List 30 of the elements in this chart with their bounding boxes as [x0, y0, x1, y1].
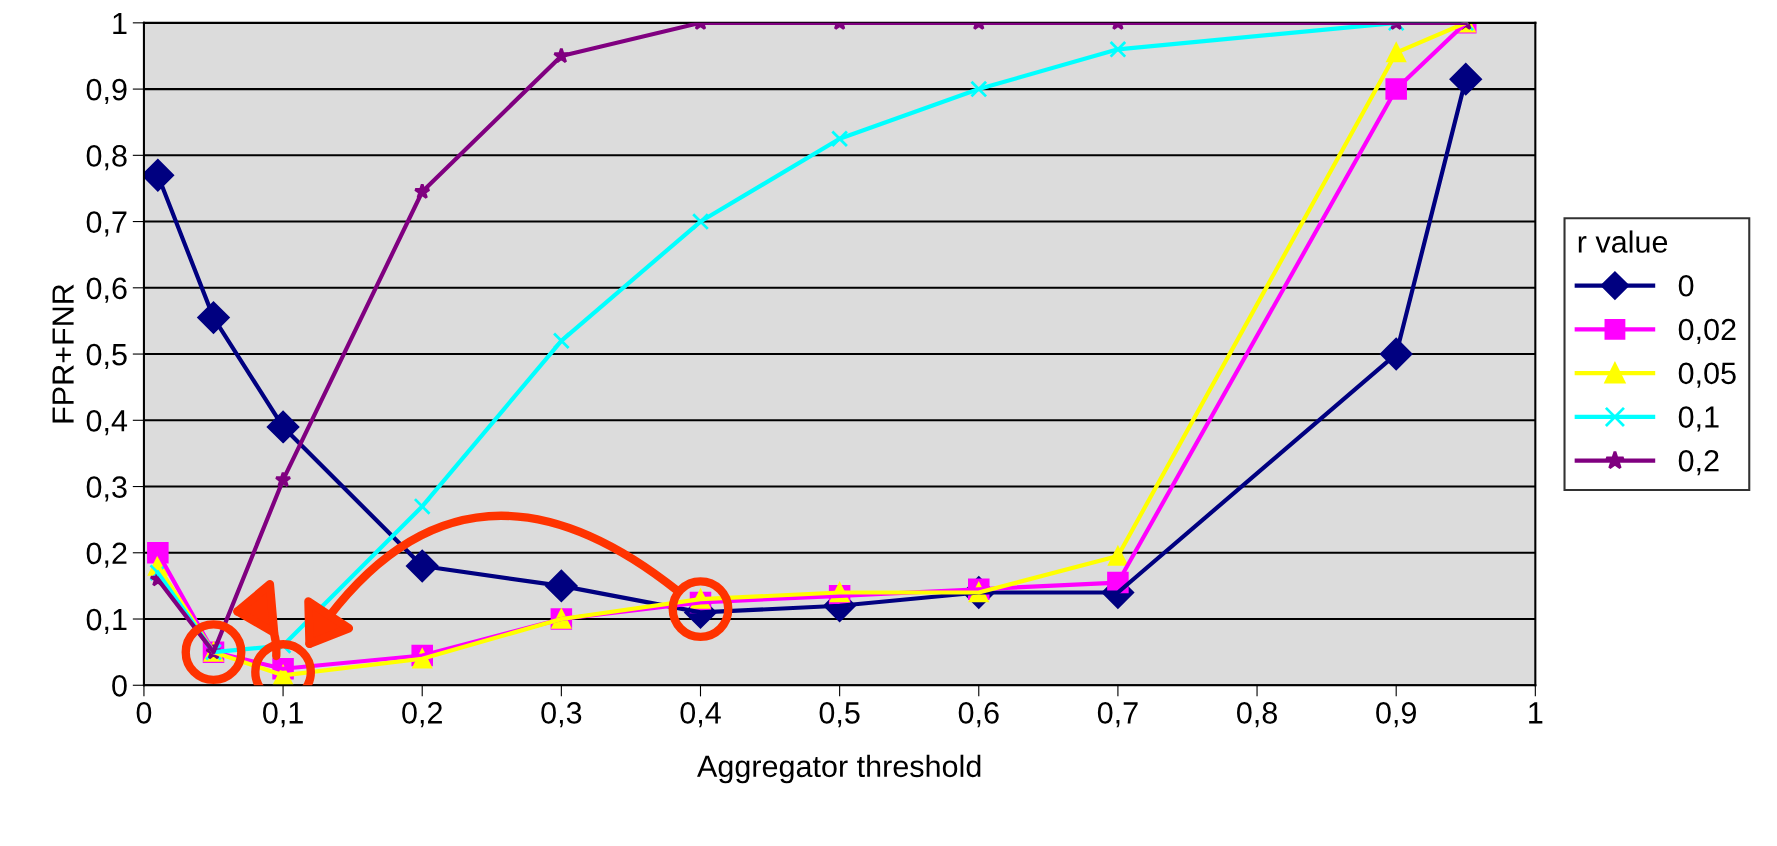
x-tick-label: 0,9: [1376, 702, 1416, 728]
y-tick-label: 0,7: [86, 211, 127, 237]
x-tick-label: 1: [1529, 702, 1543, 724]
x-tick-label: 0: [136, 702, 152, 724]
y-tick-label: 0,1: [86, 608, 127, 634]
legend-label: 0,1: [1678, 406, 1719, 432]
y-tick-label: 0,3: [86, 476, 127, 502]
x-tick-label: 0,7: [1097, 702, 1138, 728]
legend-title: r value: [1578, 230, 1668, 253]
x-tick-label: 0,3: [541, 702, 582, 728]
y-axis-title: FPR+FNR: [52, 284, 74, 423]
x-tick-label: 0,1: [263, 702, 303, 728]
y-tick-label: 0,6: [86, 277, 127, 303]
legend-label: 0,05: [1678, 362, 1736, 388]
x-axis-title: Aggregator threshold: [697, 754, 981, 784]
legend-label: 0: [1678, 274, 1694, 297]
y-tick-label: 0,5: [86, 343, 127, 370]
legend-label: 0,2: [1678, 450, 1719, 476]
y-tick-label: 0,2: [86, 542, 127, 568]
x-tick-label: 0,6: [958, 702, 999, 728]
x-tick-label: 0,8: [1237, 702, 1277, 728]
x-tick-label: 0,4: [680, 702, 721, 728]
y-tick-label: 0,4: [86, 410, 128, 436]
y-tick-label: 1: [113, 12, 127, 34]
legend-label: 0,02: [1678, 318, 1736, 344]
y-tick-label: 0: [112, 675, 127, 697]
y-tick-label: 0,9: [86, 78, 127, 105]
x-tick-label: 0,2: [402, 702, 442, 728]
y-tick-label: 0,8: [86, 145, 127, 171]
x-tick-label: 0,5: [819, 702, 860, 728]
